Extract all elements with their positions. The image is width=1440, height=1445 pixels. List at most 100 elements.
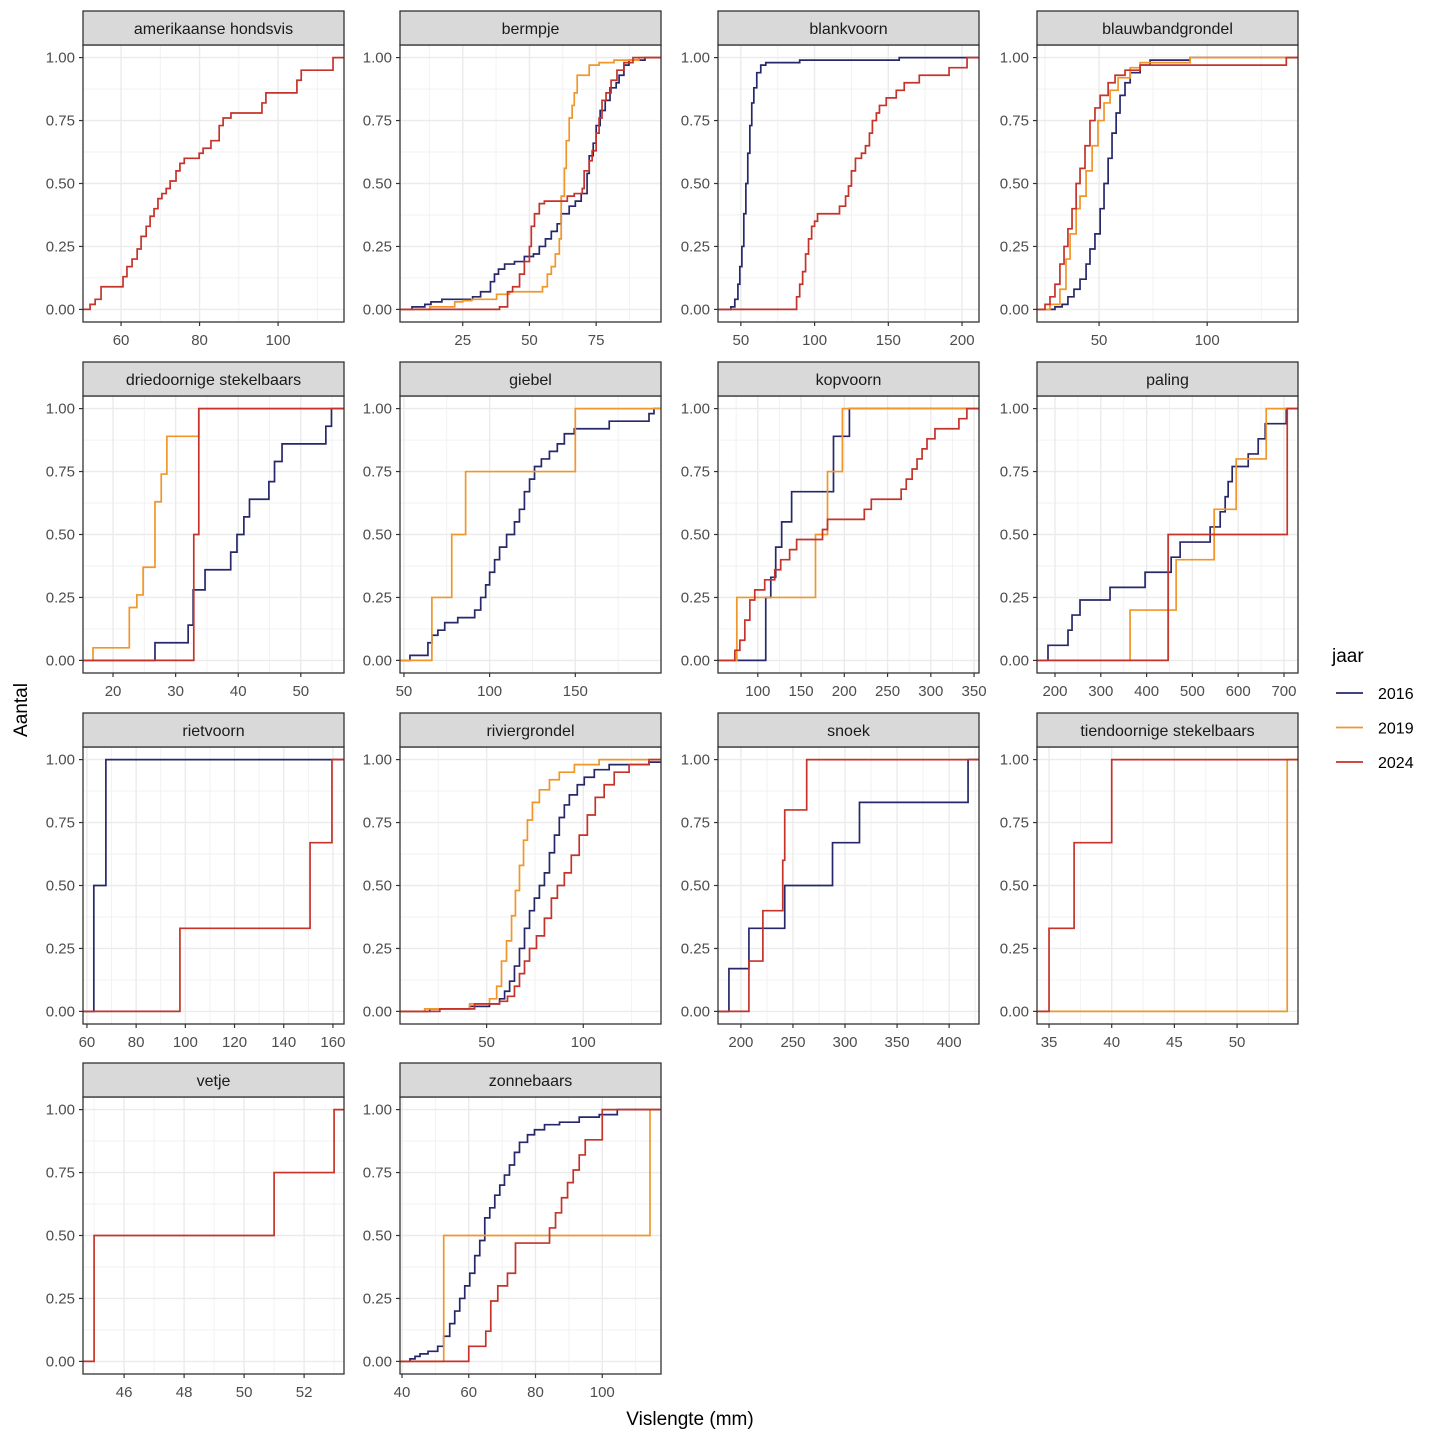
- ecdf-line-2024: [83, 407, 344, 662]
- x-tick-label: 40: [394, 1384, 411, 1401]
- x-tick-label: 80: [128, 1034, 145, 1051]
- facet-title: giebel: [509, 372, 552, 389]
- y-tick-label: 0.25: [1000, 238, 1029, 255]
- y-tick-label: 0.50: [363, 878, 392, 895]
- ecdf-line-2016: [400, 761, 661, 1013]
- x-tick-label: 160: [320, 1034, 345, 1051]
- facet-title: blauwbandgrondel: [1102, 21, 1233, 38]
- x-tick-label: 400: [1134, 683, 1159, 700]
- y-tick-label: 0.75: [681, 464, 710, 481]
- y-tick-label: 1.00: [363, 401, 392, 418]
- facet-strip: [82, 10, 345, 46]
- x-tick-label: 200: [832, 683, 857, 700]
- y-tick-label: 0.25: [363, 1290, 392, 1307]
- ecdf-line-2016: [400, 407, 661, 662]
- x-tick-label: 25: [454, 332, 471, 349]
- facet-title: blankvoorn: [809, 21, 887, 38]
- y-tick-label: 0.00: [681, 1003, 710, 1020]
- x-tick-label: 300: [918, 683, 943, 700]
- x-tick-label: 20: [105, 683, 122, 700]
- facet-strip: [399, 712, 662, 748]
- x-tick-label: 150: [563, 683, 588, 700]
- x-tick-label: 200: [728, 1034, 753, 1051]
- facet-title: zonnebaars: [489, 1073, 573, 1090]
- x-tick-label: 48: [176, 1384, 193, 1401]
- x-tick-label: 50: [1091, 332, 1108, 349]
- y-tick-label: 0.50: [681, 878, 710, 895]
- facet-strip: [1036, 712, 1299, 748]
- y-tick-label: 0.25: [681, 940, 710, 957]
- x-tick-label: 80: [191, 332, 208, 349]
- y-tick-label: 0.50: [1000, 878, 1029, 895]
- x-tick-label: 50: [396, 683, 413, 700]
- x-tick-label: 140: [271, 1034, 296, 1051]
- ecdf-line-2016: [1037, 56, 1298, 311]
- y-tick-label: 0.75: [681, 815, 710, 832]
- facet-panel: kopvoorn 100 150 200 250 300 350 0.00 0.25 0.50 0.…: [681, 361, 987, 700]
- ecdf-line-2019: [400, 407, 661, 662]
- facet-title: vetje: [197, 1073, 231, 1090]
- ecdf-line-2024: [83, 56, 344, 311]
- facet-title: tiendoornige stekelbaars: [1080, 723, 1254, 740]
- x-tick-label: 60: [460, 1384, 477, 1401]
- y-tick-label: 0.50: [681, 176, 710, 193]
- y-tick-label: 0.25: [46, 1290, 75, 1307]
- y-tick-label: 0.25: [363, 238, 392, 255]
- y-tick-label: 0.75: [363, 113, 392, 130]
- x-tick-label: 300: [832, 1034, 857, 1051]
- facet-title: amerikaanse hondsvis: [134, 21, 293, 38]
- facet-panel: rietvoorn 60 80 100 120 140 160 0.00 0.25 0.50 0.7…: [46, 712, 345, 1051]
- x-tick-label: 100: [1195, 332, 1220, 349]
- x-tick-label: 100: [802, 332, 827, 349]
- facet-strip: [82, 361, 345, 397]
- x-tick-label: 35: [1041, 1034, 1058, 1051]
- y-tick-label: 1.00: [363, 752, 392, 769]
- x-tick-label: 30: [167, 683, 184, 700]
- y-tick-label: 1.00: [1000, 50, 1029, 67]
- x-tick-label: 52: [296, 1384, 313, 1401]
- x-tick-label: 250: [780, 1034, 805, 1051]
- facet-title: bermpje: [502, 21, 560, 38]
- ecdf-line-2024: [718, 758, 979, 1013]
- y-tick-label: 1.00: [363, 1102, 392, 1119]
- facet-title: snoek: [827, 723, 871, 740]
- x-tick-label: 350: [962, 683, 987, 700]
- x-tick-label: 40: [1103, 1034, 1120, 1051]
- ecdf-line-2024: [718, 407, 979, 662]
- y-tick-label: 0.25: [46, 589, 75, 606]
- y-tick-label: 0.00: [46, 1003, 75, 1020]
- x-tick-label: 300: [1088, 683, 1113, 700]
- facet-panel: blankvoorn 50 100 150 200 0.00 0.25 0.50 0.75 1.0…: [681, 10, 980, 349]
- facet-strip: [399, 1062, 662, 1098]
- x-tick-label: 150: [876, 332, 901, 349]
- y-tick-label: 0.25: [46, 238, 75, 255]
- facet-strip: [82, 712, 345, 748]
- y-tick-label: 0.25: [363, 940, 392, 957]
- facet-title: kopvoorn: [816, 372, 882, 389]
- y-tick-label: 0.75: [46, 1165, 75, 1182]
- y-tick-label: 0.75: [46, 464, 75, 481]
- facet-panel: bermpje 25 50 75 0.00 0.25 0.50 0.75 1.00: [363, 10, 662, 349]
- facet-panel: paling 200 300 400 500 600 700 0.00 0.25 0.50 0.75…: [1000, 361, 1299, 700]
- y-tick-label: 0.00: [46, 301, 75, 318]
- y-tick-label: 0.50: [46, 176, 75, 193]
- ecdf-line-2016: [400, 56, 661, 311]
- facet-panel: vetje 46 48 50 52 0.00 0.25 0.50 0.75 1.00: [46, 1062, 345, 1401]
- facet-strip: [399, 361, 662, 397]
- y-tick-label: 0.00: [363, 1353, 392, 1370]
- y-tick-label: 1.00: [46, 401, 75, 418]
- ecdf-line-2024: [1037, 56, 1298, 311]
- y-tick-label: 0.75: [363, 815, 392, 832]
- ecdf-line-2019: [718, 407, 979, 662]
- ecdf-line-2016: [400, 1108, 661, 1363]
- y-tick-label: 0.25: [681, 589, 710, 606]
- x-tick-label: 400: [937, 1034, 962, 1051]
- x-tick-label: 200: [950, 332, 975, 349]
- x-tick-label: 100: [590, 1384, 615, 1401]
- y-tick-label: 0.00: [1000, 1003, 1029, 1020]
- y-tick-label: 1.00: [46, 1102, 75, 1119]
- x-tick-label: 46: [116, 1384, 133, 1401]
- legend-label: 2016: [1378, 686, 1414, 703]
- y-tick-label: 0.25: [46, 940, 75, 957]
